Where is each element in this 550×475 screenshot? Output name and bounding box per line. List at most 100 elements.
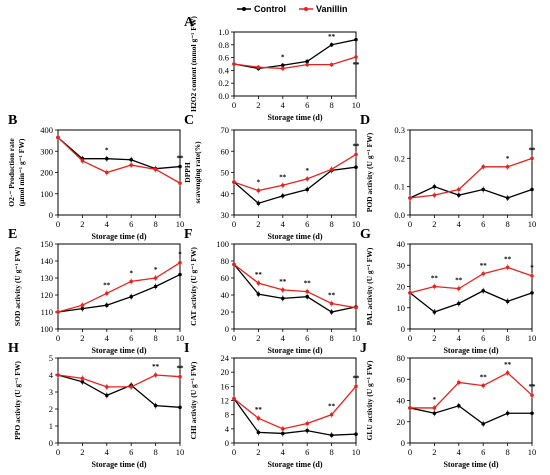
panel-letter: J — [360, 341, 367, 356]
series-line — [57, 136, 181, 170]
significance-label: ** — [353, 374, 361, 382]
data-point — [457, 301, 461, 306]
panel-letter: B — [8, 113, 17, 128]
data-point — [329, 301, 334, 306]
data-point — [256, 416, 261, 421]
data-point — [256, 188, 261, 193]
y-tick-label: 200 — [40, 168, 53, 178]
significance-label: ** — [504, 255, 512, 263]
series-vanillin — [408, 155, 534, 201]
y-tick-label: 400 — [40, 125, 53, 135]
panel-letter: F — [184, 227, 193, 242]
x-axis-label: Storage time (d) — [267, 113, 322, 122]
y-tick-label: 130 — [40, 273, 53, 283]
x-tick-label: 8 — [329, 219, 333, 229]
x-tick-label: 2 — [80, 447, 84, 457]
data-point — [530, 274, 534, 278]
panel-j: J 0 2 4 6 8 10 0 20 40 60 80 Storage time (d) GLU act… — [360, 341, 536, 469]
y-tick-label: 0 — [49, 438, 53, 448]
significance-label: ** — [480, 262, 488, 270]
data-point — [354, 37, 358, 42]
x-tick-label: 0 — [408, 447, 412, 457]
y-tick-label: 20 — [397, 417, 406, 427]
panel-h: H 0 2 4 6 8 10 0 1 2 3 4 5 Storage time (d) PPO activi… — [8, 341, 184, 469]
series-line — [233, 39, 357, 70]
data-point — [256, 430, 261, 435]
data-point — [354, 384, 358, 389]
data-point — [457, 380, 461, 385]
significance-label: ** — [455, 277, 463, 285]
x-axis-label: Storage time (d) — [267, 346, 322, 355]
y-tick-label: 0 — [401, 324, 405, 334]
y-tick-label: 0 — [49, 210, 53, 220]
plot-frame — [57, 357, 181, 444]
data-point — [56, 310, 60, 314]
series-line — [233, 263, 357, 313]
x-tick-label: 2 — [80, 219, 84, 229]
significance-label: ** — [353, 61, 361, 69]
x-tick-label: 10 — [352, 333, 361, 343]
data-point — [432, 184, 437, 189]
x-tick-label: 8 — [329, 447, 333, 457]
series-vanillin — [232, 261, 358, 311]
x-tick-label: 2 — [432, 447, 436, 457]
data-point — [305, 289, 310, 294]
series-line — [409, 185, 533, 199]
significance-label: ** — [255, 406, 263, 414]
x-tick-label: 6 — [305, 333, 309, 343]
x-tick-label: 6 — [305, 100, 309, 110]
significance-label: * — [105, 147, 109, 155]
data-point — [256, 292, 261, 296]
data-point — [505, 299, 510, 304]
data-point — [530, 411, 534, 416]
y-axis-label: POD activity (U g⁻¹ FW) — [365, 132, 374, 212]
x-tick-label: 8 — [505, 447, 509, 457]
y-tick-label: 60 — [221, 146, 230, 156]
data-point — [354, 165, 358, 169]
data-point — [232, 180, 236, 184]
data-point — [481, 422, 486, 426]
y-tick-label: 70 — [221, 125, 230, 135]
panel-letter: A — [184, 15, 195, 30]
y-tick-label: 50 — [221, 168, 230, 178]
panel-letter: G — [360, 227, 371, 242]
data-point — [56, 135, 60, 140]
data-point — [80, 306, 85, 311]
data-point — [105, 170, 109, 175]
series-vanillin — [408, 369, 534, 411]
x-tick-label: 10 — [176, 219, 185, 229]
data-point — [305, 177, 310, 181]
series-line — [409, 266, 533, 294]
x-tick-label: 2 — [256, 447, 260, 457]
data-point — [481, 288, 486, 293]
y-tick-label: 150 — [40, 239, 53, 249]
x-axis-label: Storage time (d) — [443, 346, 498, 355]
series-line — [233, 153, 357, 192]
data-point — [129, 279, 133, 284]
significance-label: ** — [304, 280, 312, 288]
x-tick-label: 6 — [481, 219, 485, 229]
plot-frame — [233, 243, 357, 330]
panel-letter: D — [360, 113, 370, 128]
x-tick-label: 4 — [105, 219, 110, 229]
x-tick-label: 8 — [505, 333, 509, 343]
data-point — [80, 159, 85, 163]
y-tick-label: 20 — [221, 307, 230, 317]
series-line — [57, 262, 181, 313]
x-tick-label: 10 — [352, 447, 361, 457]
data-point — [56, 373, 60, 377]
data-point — [178, 405, 182, 410]
data-point — [281, 296, 285, 301]
y-tick-label: 60 — [221, 273, 230, 283]
significance-label: ** — [279, 278, 287, 286]
data-point — [232, 62, 236, 66]
panel-g: G 0 2 4 6 8 10 0 10 20 30 40 Storage time (d) PAL act… — [360, 227, 536, 355]
series-line — [57, 374, 181, 408]
y-tick-label: 3 — [49, 387, 53, 397]
y-tick-label: 4 — [225, 424, 230, 434]
plot-frame — [57, 243, 181, 330]
x-tick-label: 8 — [153, 219, 157, 229]
y-tick-label: 4 — [49, 370, 54, 380]
x-tick-label: 4 — [281, 447, 286, 457]
